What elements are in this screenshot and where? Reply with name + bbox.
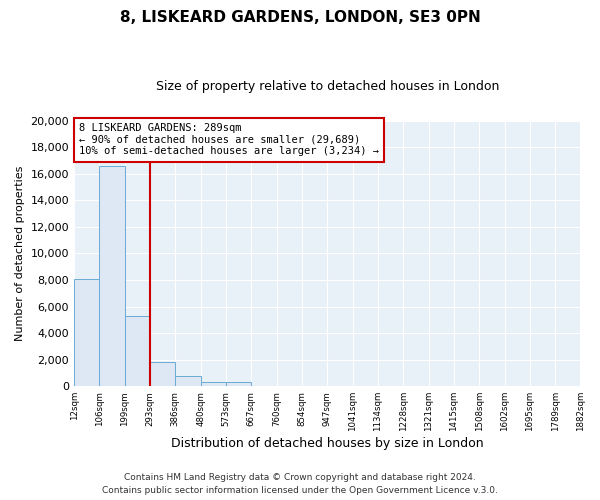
Text: 8 LISKEARD GARDENS: 289sqm
← 90% of detached houses are smaller (29,689)
10% of : 8 LISKEARD GARDENS: 289sqm ← 90% of deta… <box>79 123 379 156</box>
Bar <box>175 376 200 386</box>
Bar <box>200 382 226 386</box>
Bar <box>125 316 150 386</box>
Bar <box>100 166 125 386</box>
Text: 8, LISKEARD GARDENS, LONDON, SE3 0PN: 8, LISKEARD GARDENS, LONDON, SE3 0PN <box>119 10 481 25</box>
Bar <box>150 362 175 386</box>
Y-axis label: Number of detached properties: Number of detached properties <box>15 166 25 341</box>
Bar <box>226 382 251 386</box>
Bar <box>74 278 100 386</box>
Title: Size of property relative to detached houses in London: Size of property relative to detached ho… <box>155 80 499 93</box>
Text: Contains HM Land Registry data © Crown copyright and database right 2024.
Contai: Contains HM Land Registry data © Crown c… <box>102 473 498 495</box>
X-axis label: Distribution of detached houses by size in London: Distribution of detached houses by size … <box>171 437 484 450</box>
